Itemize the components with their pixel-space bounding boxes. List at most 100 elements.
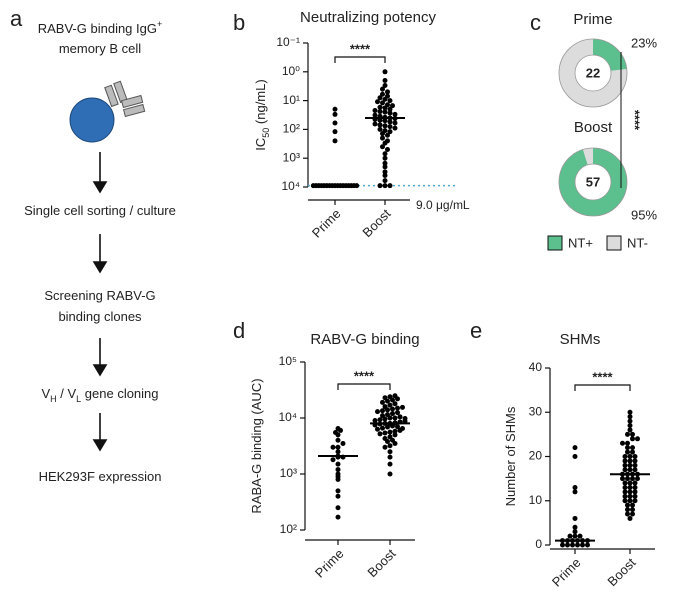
data-point: [387, 449, 393, 455]
flow-arrows: [92, 152, 108, 452]
x-tick-label: Prime: [309, 206, 344, 241]
y-tick-label: 10³: [283, 150, 300, 164]
data-point: [332, 138, 338, 144]
data-point: [625, 440, 630, 446]
x-tick-label: Boost: [604, 555, 638, 589]
panel-letter: c: [530, 10, 541, 35]
data-point: [392, 111, 398, 117]
data-point: [335, 514, 341, 520]
data-point: [387, 110, 393, 116]
data-point: [382, 183, 388, 189]
data-point: [380, 86, 385, 92]
data-point: [335, 488, 341, 494]
data-point: [565, 542, 570, 548]
data-point: [630, 507, 635, 513]
data-point: [377, 109, 383, 115]
data-point: [382, 430, 388, 436]
data-point: [332, 120, 338, 126]
data-point: [627, 414, 633, 420]
data-point: [630, 445, 635, 451]
data-point: [387, 183, 393, 189]
data-point: [382, 96, 388, 102]
data-point: [387, 429, 393, 435]
x-tick-label: Prime: [312, 546, 347, 581]
data-point: [632, 489, 638, 495]
data-point: [377, 95, 383, 101]
data-point: [385, 147, 390, 153]
data-point: [354, 183, 360, 189]
data-point: [332, 106, 338, 112]
data-point: [632, 454, 638, 459]
data-point: [380, 135, 385, 141]
data-point: [392, 393, 398, 399]
panel-letter: d: [233, 318, 245, 343]
data-point: [392, 401, 398, 407]
data-point: [627, 498, 633, 504]
data-point: [395, 410, 400, 416]
data-point: [627, 409, 633, 415]
data-point: [635, 436, 640, 442]
data-point: [397, 414, 403, 420]
data-point: [567, 533, 573, 539]
data-point: [572, 445, 578, 451]
data-point: [575, 542, 580, 548]
data-point: [382, 160, 388, 166]
donut-percent: 95%: [631, 207, 657, 222]
data-point: [387, 129, 393, 135]
y-tick-label: 10⁴: [278, 410, 297, 424]
data-point: [382, 169, 388, 175]
data-point: [390, 406, 395, 412]
data-point: [572, 524, 578, 530]
data-point: [380, 91, 385, 97]
data-point: [390, 103, 395, 109]
data-point: [572, 454, 578, 459]
donut-title: Prime: [573, 11, 612, 28]
data-point: [377, 183, 383, 189]
data-point: [387, 434, 393, 440]
data-point: [630, 476, 635, 482]
y-axis-label: RABA-G binding (AUC): [249, 378, 264, 513]
data-point: [392, 415, 398, 421]
text-segment: RABA-G binding (AUC): [249, 378, 264, 513]
data-point: [333, 430, 338, 436]
data-point: [560, 542, 565, 548]
data-point: [390, 411, 395, 417]
y-tick-label: 10²: [280, 522, 297, 536]
data-point: [632, 498, 638, 504]
data-point: [340, 441, 346, 447]
data-point: [375, 99, 380, 105]
text-segment: memory B cell: [59, 41, 141, 56]
data-point: [382, 164, 388, 170]
data-point: [335, 437, 341, 443]
data-point: [627, 515, 633, 521]
data-point: [630, 449, 635, 455]
donut-percent: 23%: [631, 35, 657, 50]
text-segment: IC: [253, 138, 268, 151]
data-point: [382, 151, 388, 157]
data-point: [622, 489, 628, 495]
data-point: [375, 409, 380, 415]
data-point: [377, 431, 383, 437]
data-point: [380, 131, 385, 137]
data-point: [625, 449, 630, 455]
data-point: [627, 493, 633, 499]
data-point: [387, 119, 393, 125]
data-point: [377, 104, 383, 110]
data-point: [392, 432, 398, 438]
chart-title: SHMs: [560, 331, 601, 348]
data-point: [392, 428, 398, 434]
reference-label: 9.0 μg/mL: [416, 198, 470, 212]
donut-hole: [574, 54, 612, 92]
data-point: [330, 444, 336, 450]
data-point: [622, 480, 628, 486]
y-tick-label: 10²: [283, 122, 300, 136]
data-point: [627, 462, 633, 468]
donut-outline: [558, 147, 628, 217]
data-point: [377, 126, 383, 132]
data-point: [627, 467, 633, 473]
data-point: [627, 484, 633, 490]
data-point: [382, 173, 388, 179]
data-point: [627, 423, 633, 429]
data-point: [395, 405, 400, 411]
significance-label: ****: [628, 110, 643, 131]
